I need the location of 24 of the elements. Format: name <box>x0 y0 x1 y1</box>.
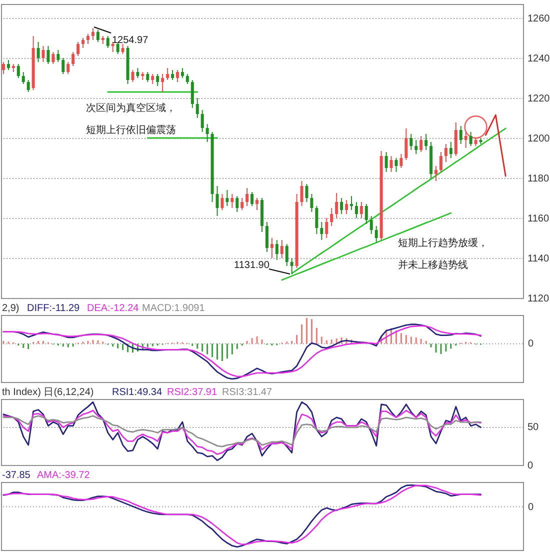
y-tick-label: 0 <box>528 460 534 472</box>
y-tick-label: 1240 <box>528 54 550 64</box>
text: DIFF:-11.29 <box>27 303 80 314</box>
series-label: AMA:-39.72 <box>37 470 90 481</box>
annotation: 短期上行趋势放缓，并未上移趋势线 <box>398 237 488 271</box>
series-label: -37.85 <box>2 470 31 481</box>
text: RSI3:31.47 <box>222 387 272 398</box>
chart-title: 2,9) <box>2 303 20 314</box>
y-tick-label: 1260 <box>528 14 550 24</box>
annotation: 1131.90 <box>234 260 270 271</box>
y-tick-label: 1140 <box>528 254 550 264</box>
series-label: RSI1:49.34 <box>112 387 162 398</box>
y-tick-label: 1220 <box>528 94 550 104</box>
y-tick-label: 1180 <box>528 174 550 184</box>
y-tick-label: 1120 <box>528 294 550 304</box>
annotation: 次区间为真空区域，短期上行依旧偏震荡 <box>86 102 176 136</box>
text: RSI2:37.91 <box>167 387 218 398</box>
y-tick-label: 1200 <box>528 134 550 144</box>
y-tick-label: 1160 <box>528 214 550 224</box>
annotation: 1254.97 <box>112 35 149 46</box>
text: DEA:-12.24 <box>87 303 140 314</box>
text: MACD:1.9091 <box>142 303 206 314</box>
chart-title: th Index) 日(6,12,24) <box>2 387 94 398</box>
y-tick-label: 50 <box>528 422 540 434</box>
